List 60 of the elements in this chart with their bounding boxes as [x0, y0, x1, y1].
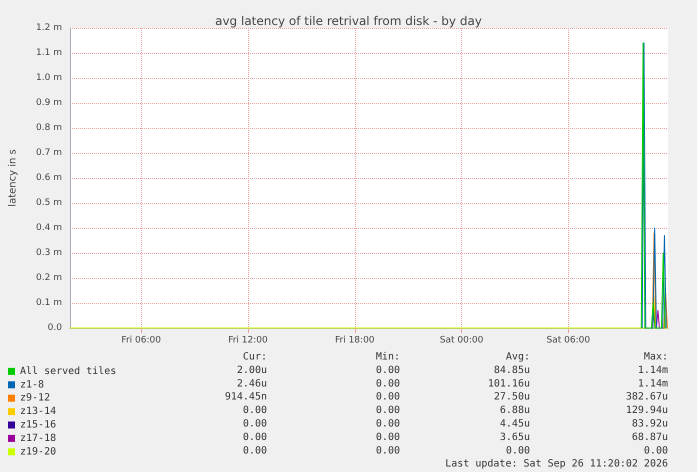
- text: 0.00: [376, 432, 400, 443]
- x-tick-label: Fri 06:00: [121, 336, 162, 346]
- text: 1.14m: [638, 378, 668, 390]
- y-axis-title: latency in s: [8, 149, 18, 207]
- y-tick-label: 0.0: [48, 323, 62, 333]
- text: 382.67u: [626, 392, 668, 403]
- text: 129.94u: [626, 405, 668, 416]
- text: Last update: Sat Sep 26 11:20:02 2026: [445, 458, 668, 470]
- x-tick-label: Sat 00:00: [440, 336, 484, 346]
- legend-label: z17-18: [20, 432, 56, 444]
- text: 3.65u: [500, 432, 530, 443]
- text: Min:: [376, 352, 400, 362]
- legend-label: z15-16: [20, 420, 56, 430]
- text: 0.00: [242, 445, 267, 456]
- x-tick-label: Fri 18:00: [334, 336, 375, 346]
- y-tick-label: 0.5 m: [36, 198, 62, 208]
- legend-label: z19-20: [20, 446, 56, 458]
- text: Max:: [644, 352, 668, 362]
- y-tick-label: 0.4 m: [36, 223, 62, 233]
- legend-label: z1-8: [20, 379, 44, 390]
- text: 4.45u: [500, 418, 530, 430]
- text: 0.00: [242, 418, 267, 430]
- text: 6.88u: [500, 405, 530, 416]
- legend-label: z9-12: [20, 392, 50, 404]
- y-tick-label: 0.9 m: [36, 98, 62, 108]
- text: 68.87u: [632, 432, 668, 443]
- chart-title: avg latency of tile retrival from disk - by day: [215, 14, 482, 28]
- text: 84.85u: [494, 364, 530, 376]
- y-tick-label: 1.1 m: [36, 48, 62, 58]
- text: 1.14m: [638, 364, 668, 376]
- text: 0.00: [242, 405, 267, 416]
- text: 101.16u: [488, 378, 530, 390]
- text: 0.00: [242, 432, 267, 443]
- text: 0.00: [376, 392, 400, 403]
- text: 0.00: [376, 364, 400, 376]
- text: 0.00: [376, 418, 400, 430]
- text: 914.45n: [224, 392, 267, 403]
- x-tick-label: Sat 06:00: [546, 336, 590, 346]
- text: 83.92u: [632, 418, 668, 430]
- y-tick-label: 1.2 m: [36, 23, 62, 33]
- y-tick-label: 0.6 m: [36, 173, 62, 183]
- text: Cur:: [242, 352, 267, 362]
- legend-label: z13-14: [20, 406, 56, 418]
- text: Avg:: [506, 352, 530, 362]
- text: 2.00u: [236, 364, 267, 376]
- text: 0.00: [644, 445, 668, 456]
- y-tick-label: 0.8 m: [36, 123, 62, 133]
- y-tick-label: 0.2 m: [36, 273, 62, 283]
- text: 0.00: [376, 378, 400, 390]
- text: 0.00: [376, 445, 400, 456]
- legend-label: All served tiles: [20, 366, 116, 377]
- y-tick-label: 0.1 m: [36, 298, 62, 308]
- y-tick-label: 0.7 m: [36, 148, 62, 158]
- text: 2.46u: [236, 378, 267, 390]
- text: 0.00: [506, 445, 530, 456]
- text: 27.50u: [494, 392, 530, 403]
- y-tick-label: 0.3 m: [36, 248, 62, 258]
- y-tick-label: 1.0 m: [36, 73, 62, 83]
- x-tick-label: Fri 12:00: [228, 336, 268, 346]
- text: 0.00: [376, 405, 400, 416]
